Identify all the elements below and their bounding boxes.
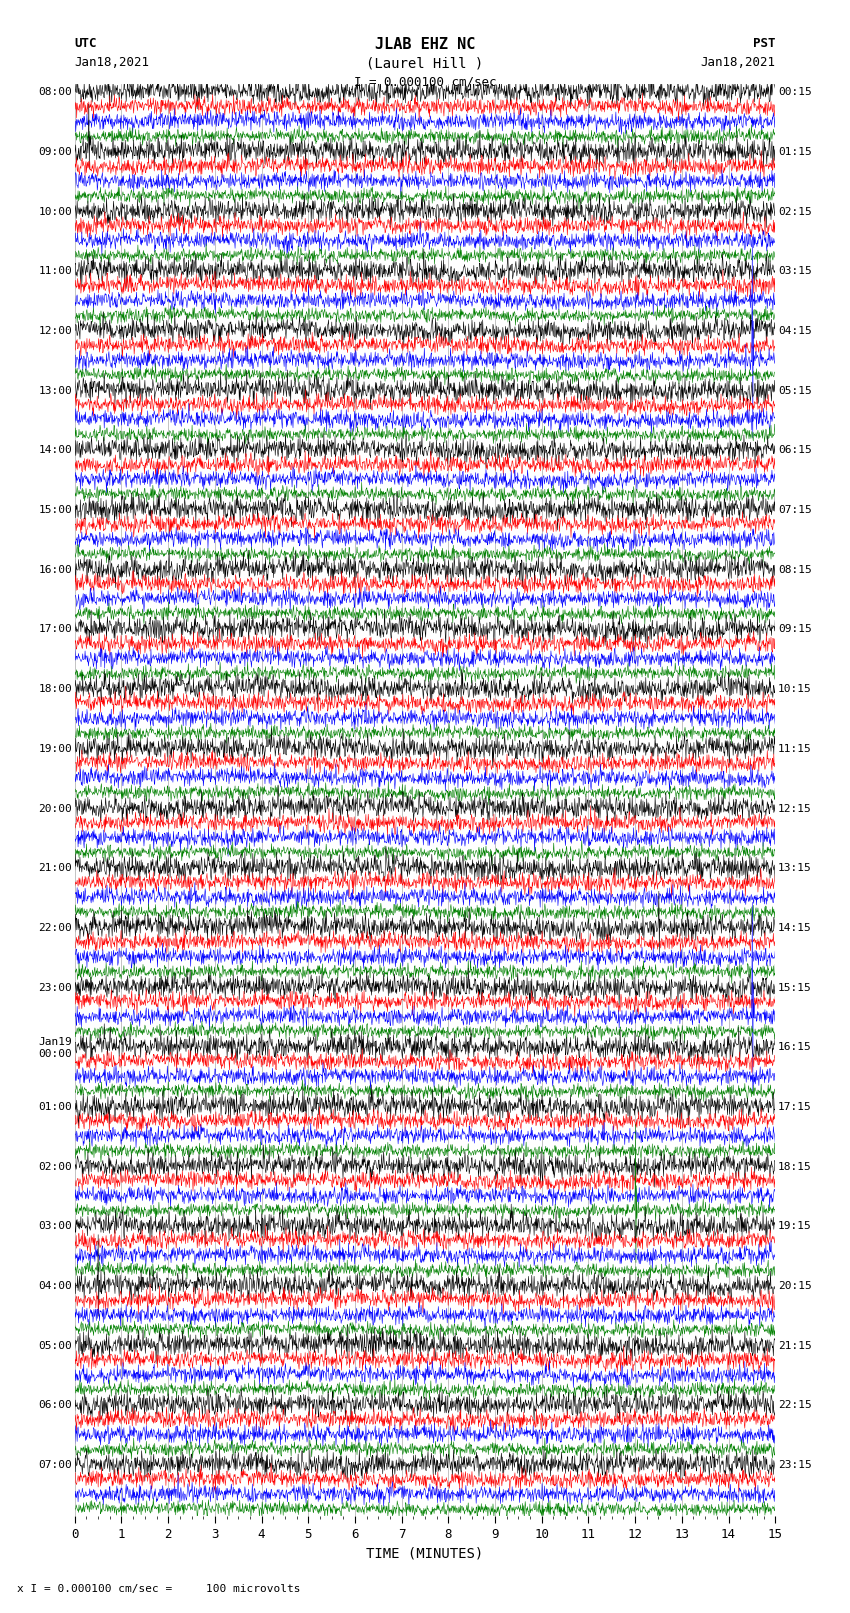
- Text: (Laurel Hill ): (Laurel Hill ): [366, 56, 484, 71]
- Text: x I = 0.000100 cm/sec =     100 microvolts: x I = 0.000100 cm/sec = 100 microvolts: [17, 1584, 301, 1594]
- Text: JLAB EHZ NC: JLAB EHZ NC: [375, 37, 475, 52]
- Text: Jan18,2021: Jan18,2021: [700, 56, 775, 69]
- Text: PST: PST: [753, 37, 775, 50]
- Text: I = 0.000100 cm/sec: I = 0.000100 cm/sec: [354, 76, 496, 89]
- Text: Jan18,2021: Jan18,2021: [75, 56, 150, 69]
- Text: UTC: UTC: [75, 37, 97, 50]
- X-axis label: TIME (MINUTES): TIME (MINUTES): [366, 1547, 484, 1561]
